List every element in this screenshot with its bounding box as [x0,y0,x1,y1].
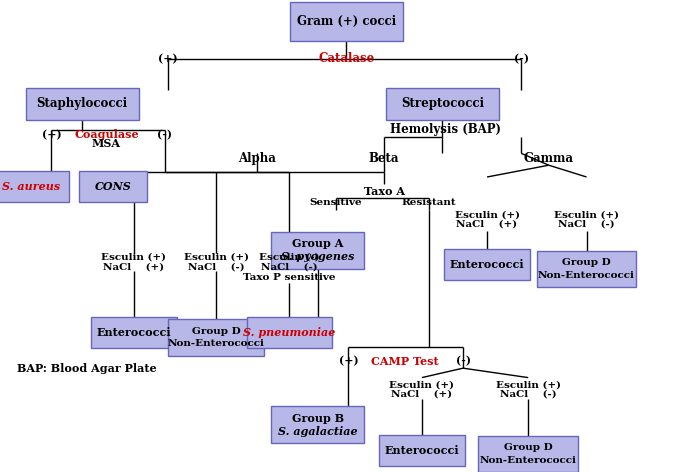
Text: (-): (-) [456,355,471,367]
FancyBboxPatch shape [91,318,177,348]
FancyBboxPatch shape [247,318,333,348]
Text: Esculin (-): Esculin (-) [259,253,320,262]
Text: Group D: Group D [504,443,553,452]
Text: Gamma: Gamma [524,152,573,165]
Text: Group A: Group A [292,238,343,249]
Text: Staphylococci: Staphylococci [36,97,128,110]
Text: S. pneumoniae: S. pneumoniae [244,327,335,338]
Text: NaCl    (-): NaCl (-) [558,219,615,229]
Text: Taxo A: Taxo A [364,185,405,197]
Text: BAP: Blood Agar Plate: BAP: Blood Agar Plate [17,362,157,374]
FancyBboxPatch shape [289,2,403,41]
Text: Esculin (+): Esculin (+) [102,253,166,262]
Text: Beta: Beta [369,152,399,165]
Text: (-): (-) [157,129,172,140]
FancyBboxPatch shape [271,406,364,443]
Text: NaCl    (+): NaCl (+) [103,262,165,271]
Text: Coagulase: Coagulase [74,129,139,140]
Text: Gram (+) cocci: Gram (+) cocci [297,15,396,28]
Text: NaCl    (+): NaCl (+) [456,219,518,229]
FancyBboxPatch shape [26,88,139,120]
Text: Non-Enterococci: Non-Enterococci [167,339,265,348]
FancyBboxPatch shape [479,436,578,472]
Text: S. aureus: S. aureus [2,181,60,192]
Text: Hemolysis (BAP): Hemolysis (BAP) [390,123,501,136]
Text: Group D: Group D [191,327,241,336]
Text: Esculin (+): Esculin (+) [390,380,454,389]
Text: Esculin (+): Esculin (+) [455,210,519,219]
Text: Group D: Group D [562,258,611,267]
Text: Non-Enterococci: Non-Enterococci [480,456,577,465]
Text: Esculin (+): Esculin (+) [496,380,560,389]
FancyBboxPatch shape [0,171,69,202]
Text: Esculin (+): Esculin (+) [554,210,619,219]
Text: MSA: MSA [92,138,121,150]
FancyBboxPatch shape [271,232,364,269]
Text: CAMP Test: CAMP Test [371,355,438,367]
Text: (-): (-) [514,53,529,65]
Text: Streptococci: Streptococci [401,97,484,110]
Text: (+): (+) [158,53,178,65]
Text: Enterococci: Enterococci [450,259,524,270]
Text: Group B: Group B [292,413,344,424]
Text: NaCl    (-): NaCl (-) [500,389,556,399]
Text: Enterococci: Enterococci [97,327,171,338]
Text: Alpha: Alpha [238,152,276,165]
FancyBboxPatch shape [536,251,637,287]
Text: (+): (+) [339,355,358,367]
FancyBboxPatch shape [386,88,499,120]
Text: NaCl    (+): NaCl (+) [391,389,453,399]
FancyBboxPatch shape [445,249,530,279]
Text: Resistant: Resistant [401,198,456,208]
Text: NaCl    (-): NaCl (-) [261,262,318,271]
Text: (+): (+) [42,129,61,140]
Text: Esculin (+): Esculin (+) [184,253,248,262]
Text: Enterococci: Enterococci [385,445,459,456]
Text: S. pyogenes: S. pyogenes [281,251,354,262]
FancyBboxPatch shape [168,319,264,356]
FancyBboxPatch shape [79,171,147,202]
Text: NaCl    (-): NaCl (-) [188,262,244,271]
FancyBboxPatch shape [379,435,465,466]
Text: Non-Enterococci: Non-Enterococci [538,271,635,280]
Text: CONS: CONS [95,181,132,192]
Text: Catalase: Catalase [318,52,375,66]
Text: Sensitive: Sensitive [310,198,362,208]
Text: S. agalactiae: S. agalactiae [278,426,357,437]
Text: Taxo P sensitive: Taxo P sensitive [244,272,335,282]
